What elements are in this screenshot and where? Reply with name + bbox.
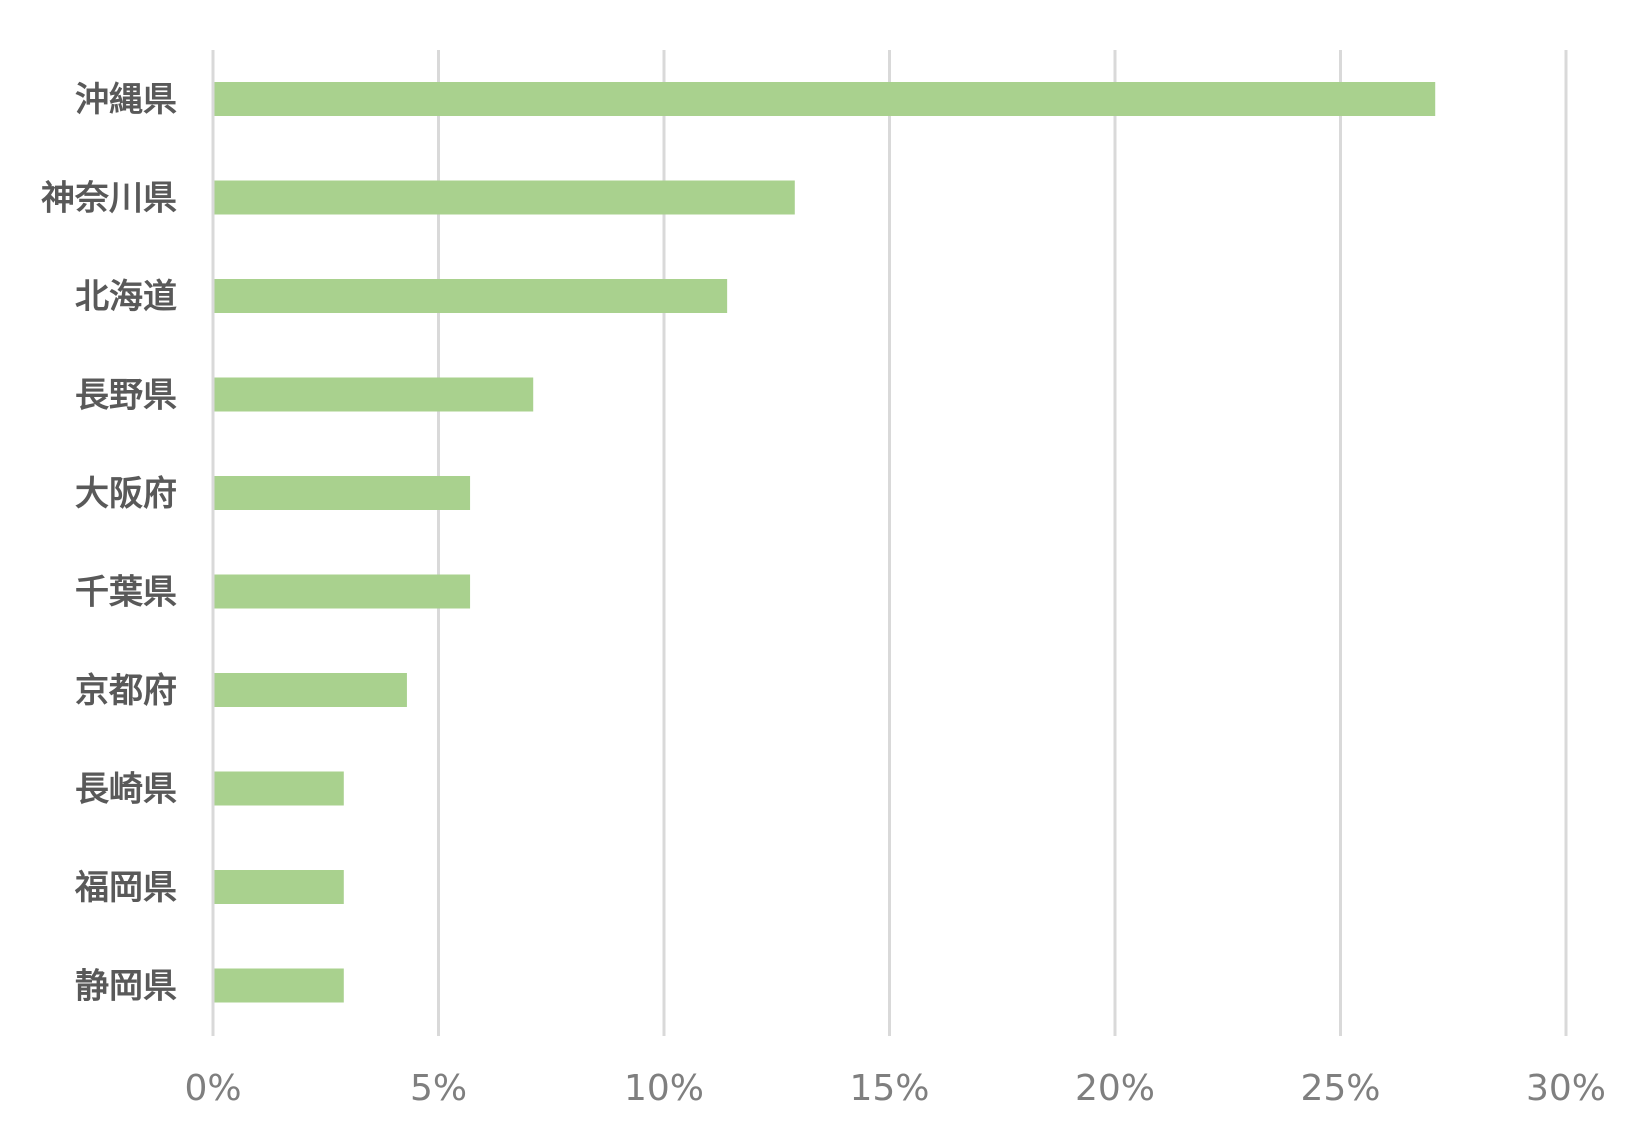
bar bbox=[214, 82, 1436, 116]
bar bbox=[214, 673, 407, 707]
category-label: 沖縄県 bbox=[75, 80, 177, 120]
bar bbox=[214, 279, 728, 313]
bar bbox=[214, 574, 471, 609]
x-tick-label: 10% bbox=[624, 1068, 704, 1109]
bar bbox=[214, 771, 344, 806]
category-label: 福岡県 bbox=[74, 868, 177, 908]
bar bbox=[214, 377, 534, 412]
category-label: 京都府 bbox=[75, 671, 177, 711]
bar bbox=[214, 476, 471, 510]
x-tick-label: 0% bbox=[184, 1068, 241, 1109]
category-label: 神奈川県 bbox=[41, 179, 177, 219]
category-label: 千葉県 bbox=[75, 573, 177, 613]
x-tick-label: 20% bbox=[1075, 1068, 1155, 1109]
category-label: 大阪府 bbox=[75, 474, 177, 514]
category-label: 北海道 bbox=[75, 277, 177, 317]
x-tick-label: 5% bbox=[410, 1068, 467, 1109]
bars bbox=[214, 82, 1436, 1003]
category-label: 長野県 bbox=[75, 376, 177, 416]
category-label: 長崎県 bbox=[75, 770, 177, 810]
category-label: 静岡県 bbox=[75, 967, 177, 1007]
x-tick-label: 25% bbox=[1300, 1068, 1380, 1109]
x-tick-label: 30% bbox=[1526, 1068, 1606, 1109]
x-tick-label: 15% bbox=[849, 1068, 929, 1109]
bar bbox=[214, 870, 344, 904]
x-axis-tick-labels: 0% 5% 10% 15% 20% 25% 30% bbox=[184, 1068, 1606, 1109]
bar bbox=[214, 180, 795, 215]
bar bbox=[214, 968, 344, 1003]
